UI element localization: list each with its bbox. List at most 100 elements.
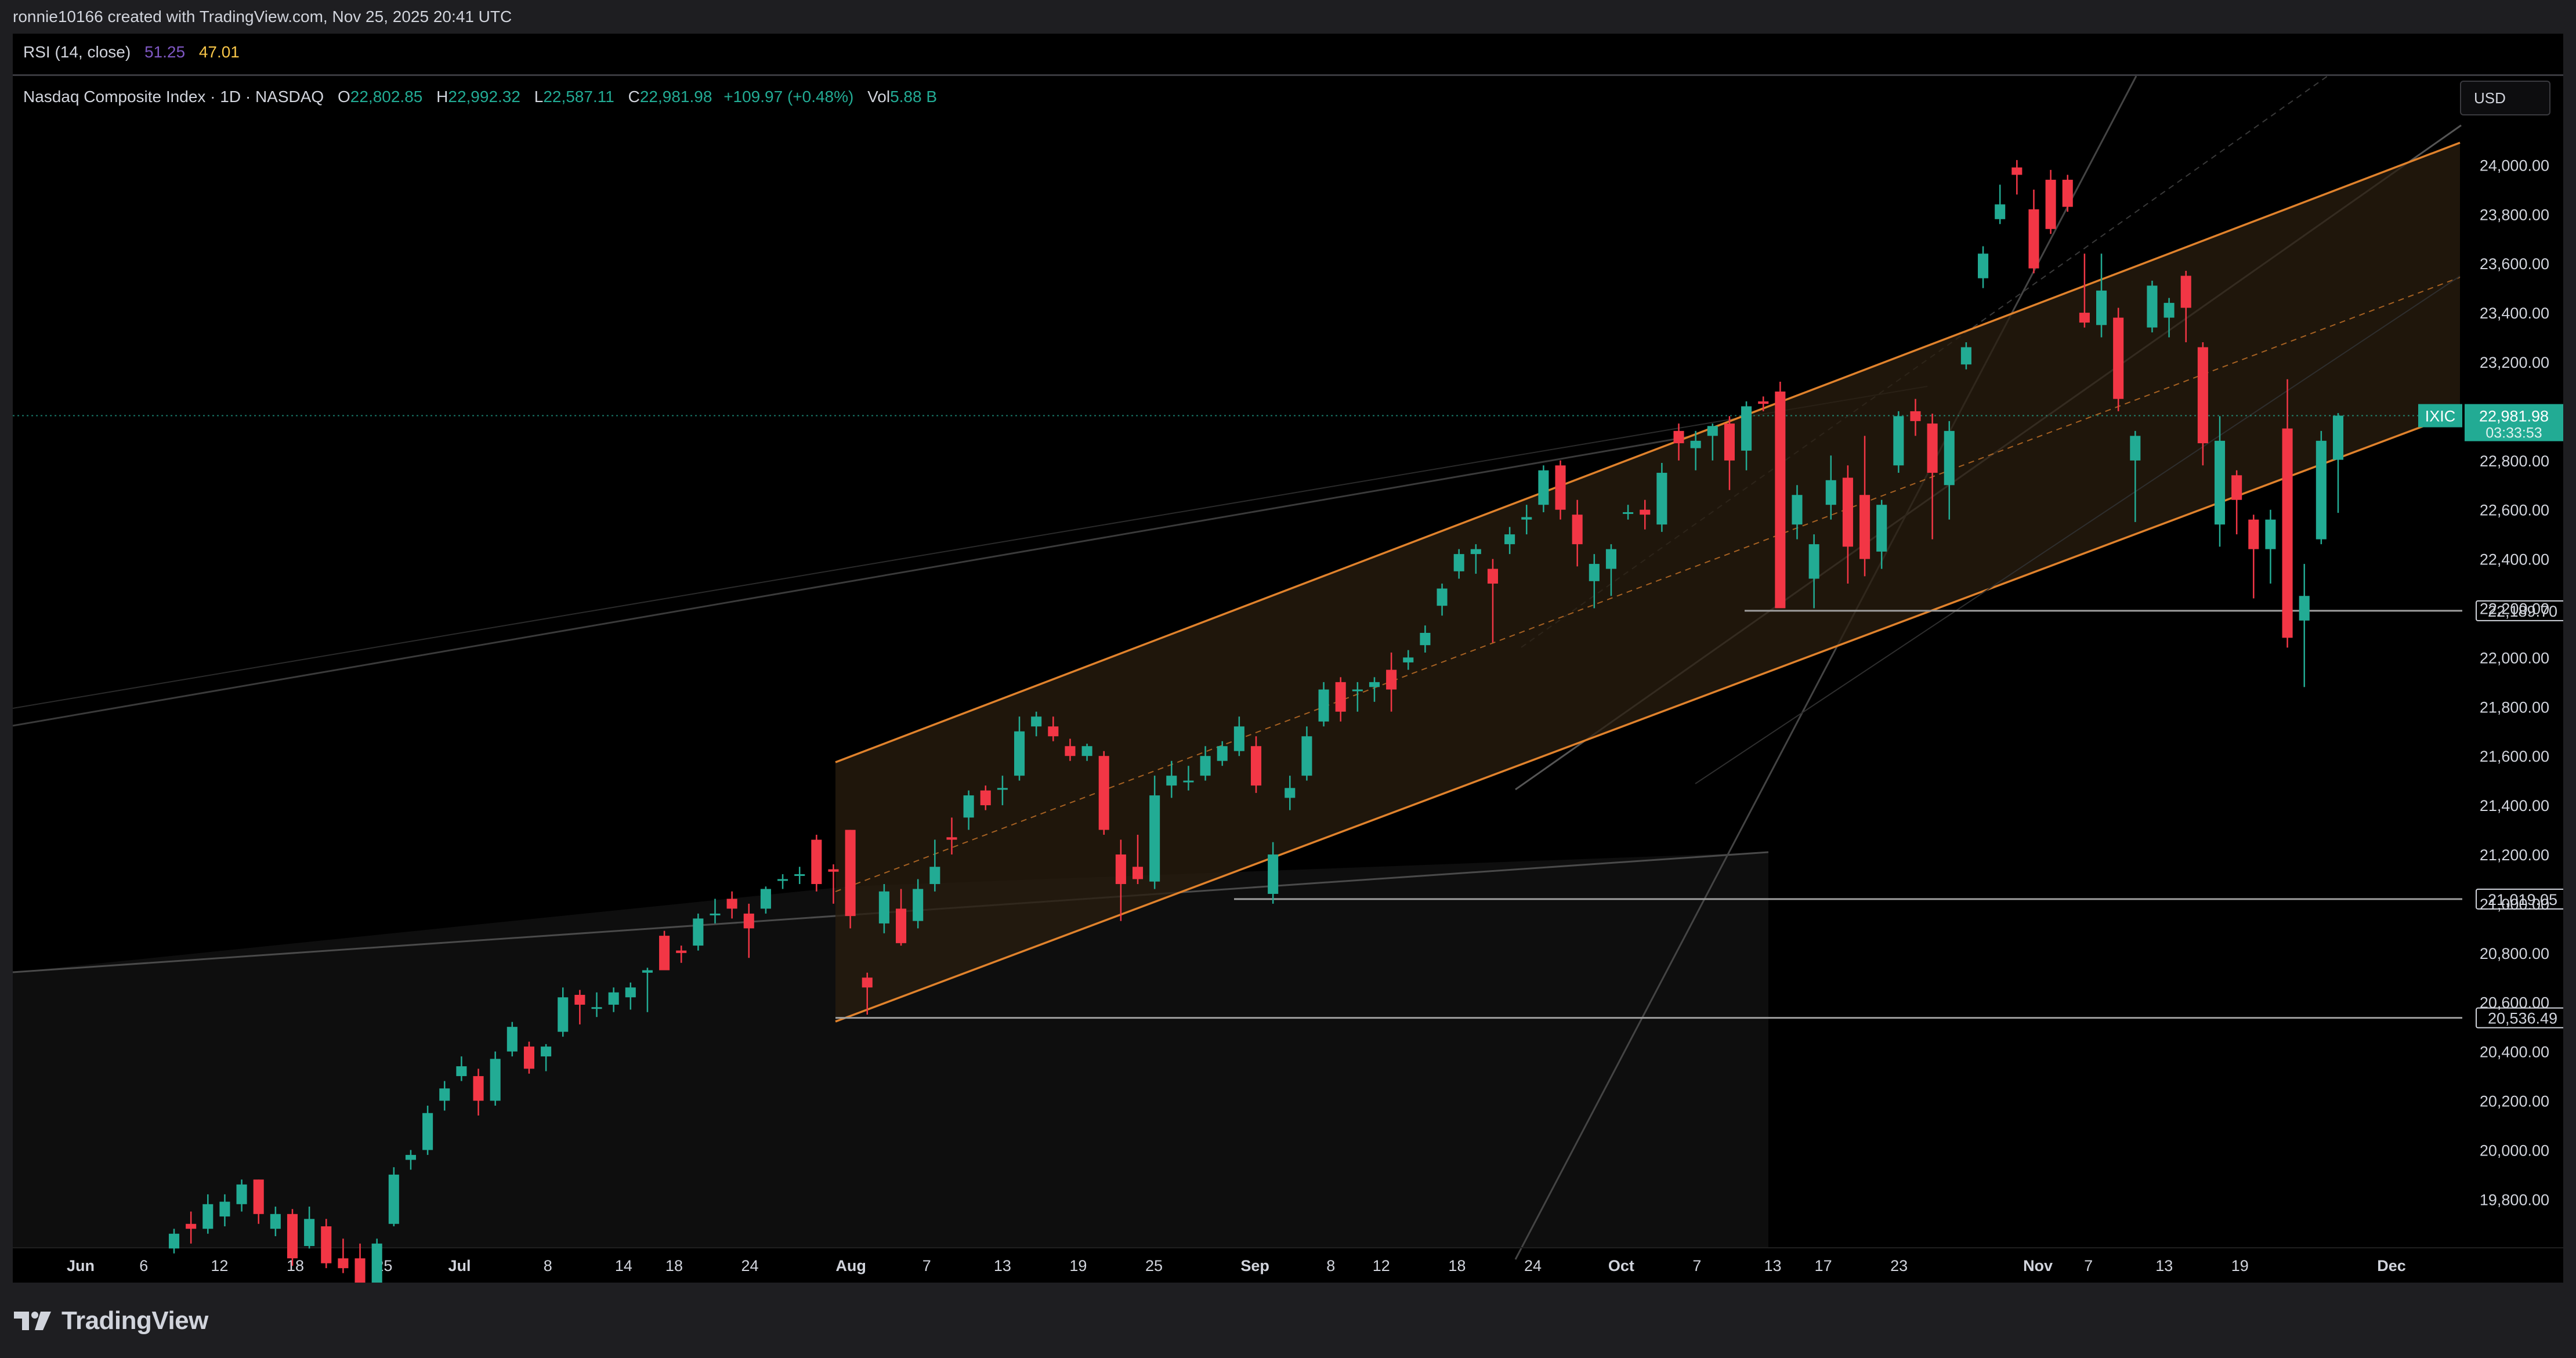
candle-body (1403, 657, 1414, 662)
candle-body (1048, 726, 1059, 737)
x-axis-tick-label: 17 (1815, 1257, 1832, 1274)
horizontal-level-label: 22,189.70 (2488, 603, 2557, 620)
y-axis-tick-label: 22,400.00 (2480, 551, 2549, 568)
candle-body (456, 1066, 467, 1077)
candle-body (388, 1174, 399, 1224)
candle-body (219, 1201, 230, 1217)
candlestick-chart[interactable]: 22,189.70 21,019.05 20,536.49 19,800.00 20,0… (13, 76, 2563, 1283)
symbol-name: Nasdaq Composite Index · 1D · NASDAQ (23, 88, 324, 106)
candle-body (777, 879, 788, 881)
last-price-label: 22,981.98 (2479, 408, 2549, 425)
open-label: O (338, 88, 350, 106)
x-axis-tick-label: 12 (1373, 1257, 1390, 1274)
candle-body (1741, 406, 1752, 451)
volume-value: 5.88 B (890, 88, 938, 106)
candle-body (186, 1223, 197, 1229)
rsi-legend: RSI (14, close) 51.25 47.01 (23, 43, 240, 61)
candle-body (794, 874, 805, 876)
candle-body (541, 1046, 552, 1057)
x-axis-tick-label: Sep (1240, 1257, 1269, 1274)
candle-body (1166, 776, 1177, 786)
x-axis-tick-label: 8 (1326, 1257, 1335, 1274)
candle-body (1065, 746, 1076, 756)
candle-body (760, 889, 771, 909)
x-axis-tick-label: 7 (1692, 1257, 1701, 1274)
last-price-tag (2465, 404, 2563, 441)
candle-body (845, 830, 856, 917)
candle-body (862, 977, 873, 988)
inner-trend-line (1695, 276, 2461, 784)
candle-body (2147, 285, 2158, 328)
y-axis-tick-label: 21,800.00 (2480, 698, 2549, 716)
candle-body (1470, 549, 1481, 555)
rsi-pane[interactable]: RSI (14, close) 51.25 47.01 (13, 34, 2563, 76)
candle-body (2062, 179, 2073, 207)
tradingview-logo[interactable]: TradingView (13, 1303, 208, 1338)
candle-body (422, 1113, 433, 1150)
candle-body (1250, 746, 1262, 786)
horizontal-level-tag (2476, 888, 2563, 910)
candle-body (1437, 588, 1448, 606)
y-axis-tick-label: 22,000.00 (2480, 649, 2549, 667)
candle-body (1876, 505, 1887, 552)
candle-body (1842, 477, 1853, 547)
candle-body (1944, 430, 1955, 486)
candle-body (1978, 254, 1989, 278)
candle-body (1285, 788, 1296, 798)
candle-body (253, 1179, 264, 1214)
close-label: C (628, 88, 640, 106)
main-chart-pane[interactable]: 22,189.70 21,019.05 20,536.49 19,800.00 20,0… (13, 76, 2563, 1283)
y-axis-tick-label: 21,600.00 (2480, 748, 2549, 765)
candle-body (1335, 682, 1346, 712)
candle-body (1233, 726, 1244, 751)
candle-body (710, 913, 721, 915)
candle-body (168, 1233, 180, 1249)
brand-name: TradingView (61, 1306, 208, 1335)
close-value: 22,981.98 (639, 88, 712, 106)
x-axis-tick-label: 7 (922, 1257, 931, 1274)
horizontal-level-label: 21,019.05 (2488, 891, 2557, 908)
candle-body (591, 1007, 602, 1009)
candle-body (1927, 423, 1938, 473)
x-axis-tick-label: Dec (2377, 1257, 2406, 1274)
x-axis-tick-label: Aug (835, 1257, 866, 1274)
high-label: H (436, 88, 448, 106)
candle-body (913, 889, 924, 921)
candle-body (1859, 495, 1871, 559)
symbol-legend: Nasdaq Composite Index · 1D · NASDAQ O 22… (23, 88, 937, 106)
candle-body (896, 908, 907, 943)
credit-text: ronnie10166 created with TradingView.com… (13, 8, 512, 26)
candle-body (659, 936, 670, 970)
x-axis-tick-label: 18 (287, 1257, 304, 1274)
channel-lower-line (835, 411, 2461, 1023)
candle-body (1318, 689, 1329, 722)
y-axis-tick-label: 20,400.00 (2480, 1044, 2549, 1061)
x-axis-tick-label: 19 (2231, 1257, 2249, 1274)
currency-button[interactable]: USD (2460, 81, 2550, 115)
candle-body (287, 1214, 298, 1259)
candle-body (1910, 411, 1921, 421)
candle-body (2282, 428, 2293, 638)
candle-body (558, 997, 569, 1032)
candle-body (439, 1088, 450, 1101)
candle-body (1605, 549, 1616, 569)
y-axis-tick-label: 22,800.00 (2480, 452, 2549, 470)
candle-body (1640, 509, 1651, 515)
x-axis-tick-label: 13 (1764, 1257, 1781, 1274)
candle-body (2180, 276, 2191, 308)
candle-body (878, 891, 889, 924)
footer: TradingView (0, 1283, 2576, 1358)
y-axis-tick-label: 22,200.00 (2480, 600, 2549, 618)
candle-body (2079, 313, 2090, 323)
candle-body (1217, 746, 1228, 761)
candle-body (997, 788, 1008, 790)
candle-body (1420, 632, 1431, 646)
candle-body (2130, 436, 2141, 461)
candle-body (2113, 317, 2124, 399)
candle-body (1808, 544, 1819, 579)
candle-body (1183, 780, 1194, 783)
candle-body (1098, 756, 1109, 830)
x-axis-tick-label: Nov (2023, 1257, 2053, 1274)
candle-body (1656, 473, 1667, 525)
y-axis-tick-label: 20,200.00 (2480, 1093, 2549, 1110)
